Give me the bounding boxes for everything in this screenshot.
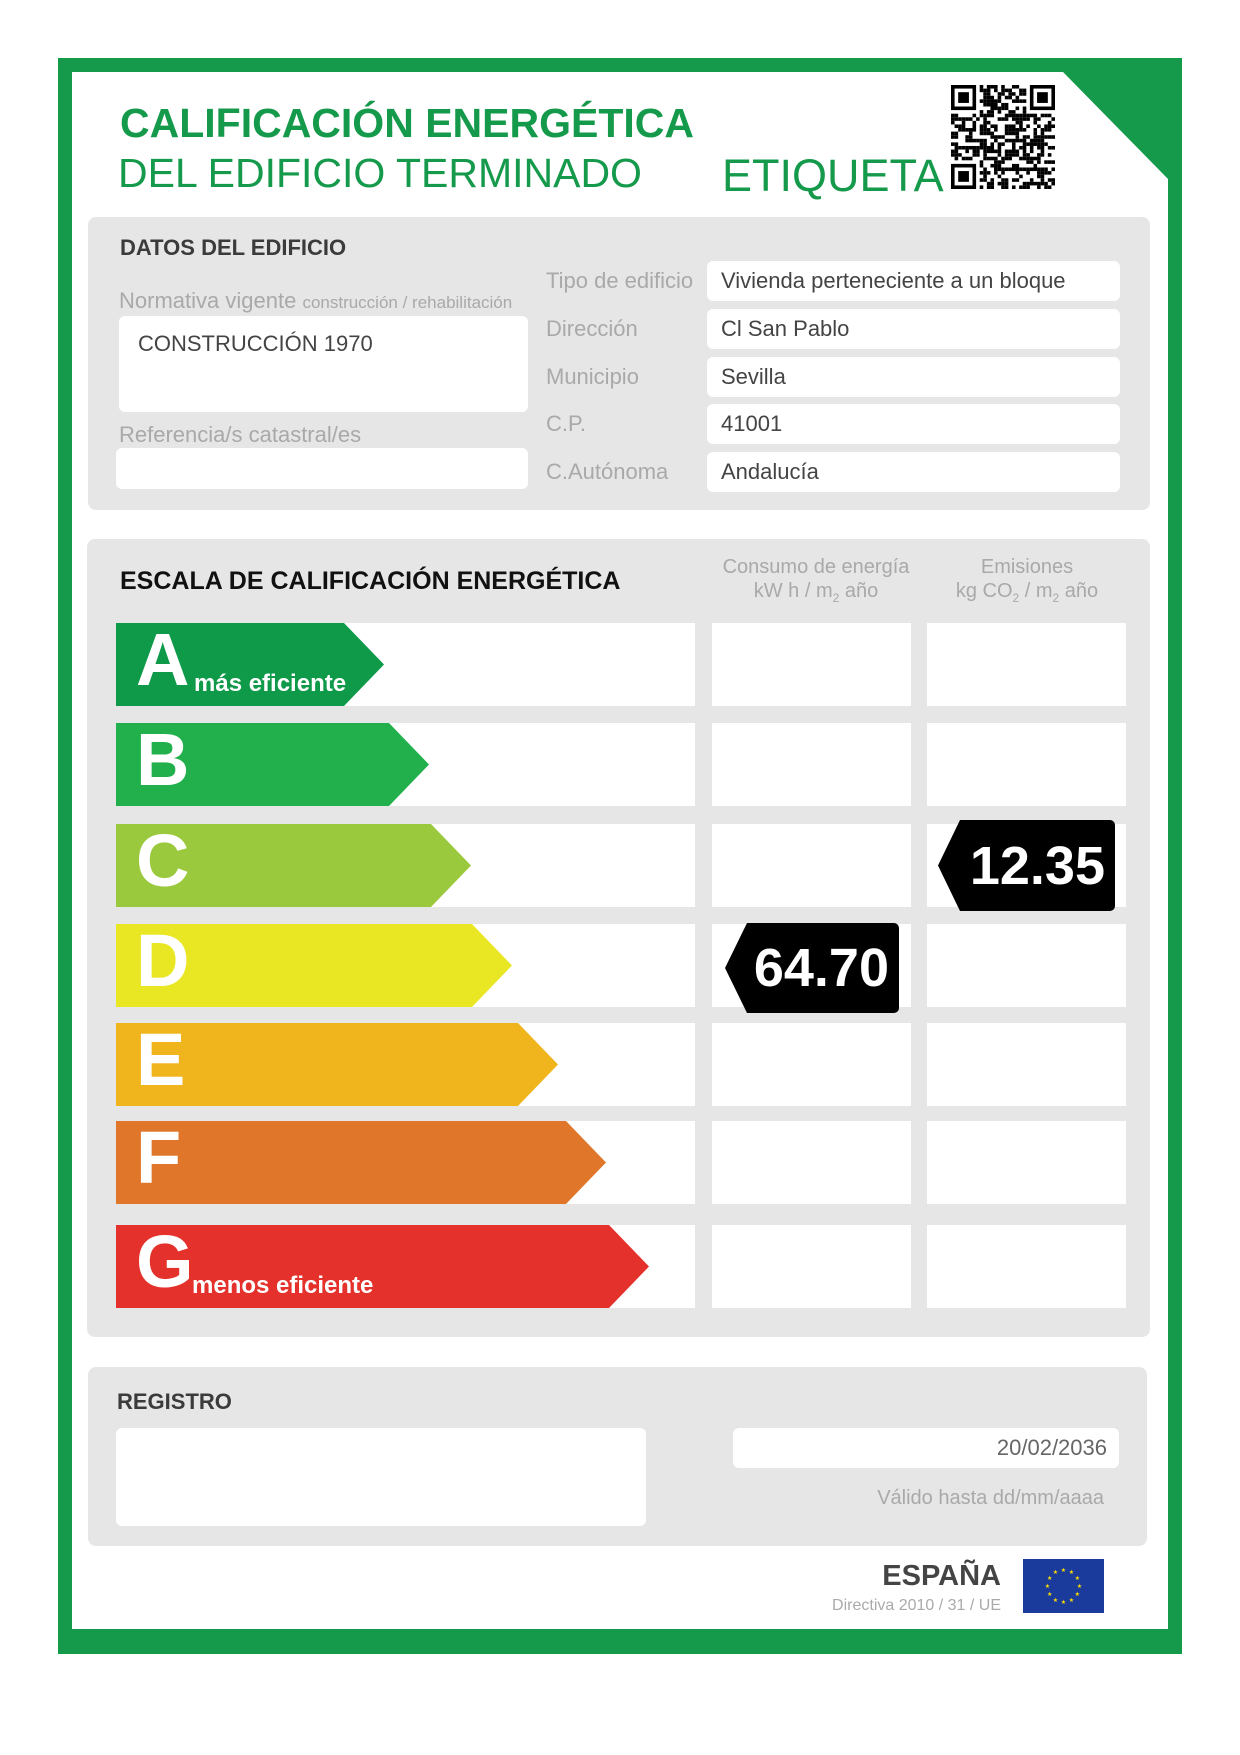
- consumo-cell: [712, 824, 911, 907]
- normativa-label: Normativa vigente: [119, 288, 297, 313]
- consumo-cell: [712, 1121, 911, 1204]
- class-letter: A: [136, 618, 190, 701]
- country: ESPAÑA: [882, 1560, 1001, 1592]
- consumo-unit: kW h / m: [753, 580, 833, 602]
- svg-text:★: ★: [1075, 1591, 1080, 1598]
- class-arrow-b: B: [116, 723, 429, 806]
- svg-text:★: ★: [1061, 1567, 1066, 1574]
- directive: Directiva 2010 / 31 / UE: [832, 1597, 1001, 1614]
- valid-label: Válido hasta dd/mm/aaaa: [877, 1487, 1104, 1509]
- svg-text:★: ★: [1061, 1599, 1066, 1606]
- svg-text:★: ★: [1069, 1569, 1074, 1576]
- emisiones-cell: [927, 924, 1126, 1007]
- class-letter: F: [136, 1116, 182, 1199]
- emis-unit-2: / m: [1019, 580, 1053, 602]
- svg-text:★: ★: [1075, 1575, 1080, 1582]
- title-line2: DEL EDIFICIO TERMINADO: [118, 150, 642, 196]
- consumo-cell: [712, 1225, 911, 1308]
- emisiones-cell: [927, 1121, 1126, 1204]
- normativa-box: CONSTRUCCIÓN 1970: [119, 316, 528, 412]
- consumo-badge: 64.70: [725, 923, 899, 1013]
- svg-text:★: ★: [1053, 1597, 1058, 1604]
- field-label: C.Autónoma: [546, 459, 669, 484]
- class-sub: más eficiente: [194, 670, 347, 697]
- svg-text:★: ★: [1047, 1575, 1052, 1582]
- svg-text:★: ★: [1077, 1583, 1082, 1590]
- svg-text:★: ★: [1045, 1583, 1050, 1590]
- datos-heading: DATOS DEL EDIFICIO: [120, 235, 347, 260]
- emisiones-header: Emisiones kg CO2 / m2 año: [923, 555, 1131, 610]
- registro-heading: REGISTRO: [117, 1389, 232, 1414]
- sub: 2: [832, 591, 840, 605]
- emis-unit: kg CO: [955, 580, 1013, 602]
- class-letter: E: [136, 1018, 186, 1101]
- registro-box: [116, 1428, 646, 1526]
- consumo-cell: [712, 623, 911, 706]
- class-letter: C: [136, 819, 190, 902]
- emisiones-cell: [927, 623, 1126, 706]
- field-value: Vivienda perteneciente a un bloque: [707, 261, 1120, 301]
- class-arrow-d: D: [116, 924, 512, 1007]
- svg-text:★: ★: [1053, 1569, 1058, 1576]
- sub: 2: [1012, 591, 1020, 605]
- field-label: Municipio: [546, 364, 639, 389]
- escala-heading: ESCALA DE CALIFICACIÓN ENERGÉTICA: [120, 567, 621, 595]
- class-letter: B: [136, 718, 190, 801]
- normativa-value: CONSTRUCCIÓN 1970: [138, 331, 373, 356]
- class-letter: D: [136, 919, 190, 1002]
- emisiones-cell: [927, 1023, 1126, 1106]
- emisiones-header-1: Emisiones: [980, 556, 1074, 578]
- referencia-box: [116, 448, 528, 489]
- class-arrow-a: A más eficiente: [116, 623, 384, 706]
- class-arrow-c: C: [116, 824, 471, 907]
- referencia-label: Referencia/s catastral/es: [119, 422, 362, 447]
- class-letter: G: [136, 1220, 194, 1303]
- consumo-header: Consumo de energía kW h / m2 año: [712, 555, 920, 610]
- etiqueta-label: ETIQUETA: [722, 150, 944, 201]
- field-value: Sevilla: [707, 357, 1120, 397]
- normativa-sub: construcción / rehabilitación: [302, 293, 513, 312]
- field-value: Cl San Pablo: [707, 309, 1120, 349]
- svg-text:★: ★: [1069, 1597, 1074, 1604]
- consumo-header-1: Consumo de energía: [722, 556, 910, 578]
- emisiones-cell: [927, 723, 1126, 806]
- consumo-cell: [712, 723, 911, 806]
- class-sub: menos eficiente: [192, 1272, 374, 1299]
- svg-text:★: ★: [1047, 1591, 1052, 1598]
- field-label: Dirección: [546, 316, 638, 341]
- consumo-cell: [712, 1023, 911, 1106]
- class-arrow-g: G menos eficiente: [116, 1225, 649, 1308]
- field-label: Tipo de edificio: [546, 268, 694, 293]
- valid-date: 20/02/2036: [733, 1428, 1119, 1468]
- title-line1: CALIFICACIÓN ENERGÉTICA: [120, 100, 694, 146]
- sub: 2: [1052, 591, 1060, 605]
- field-value: Andalucía: [707, 452, 1120, 492]
- emisiones-badge: 12.35: [938, 820, 1115, 911]
- class-arrow-f: F: [116, 1121, 606, 1204]
- field-value: 41001: [707, 404, 1120, 444]
- class-arrow-e: E: [116, 1023, 558, 1106]
- emisiones-cell: [927, 1225, 1126, 1308]
- field-label: C.P.: [546, 411, 586, 436]
- consumo-unit-2: año: [839, 580, 879, 602]
- eu-flag-icon: ★★★★★★★★★ ★ ★★: [1023, 1559, 1104, 1613]
- emis-unit-3: año: [1059, 580, 1099, 602]
- qr-code-icon: [951, 85, 1055, 189]
